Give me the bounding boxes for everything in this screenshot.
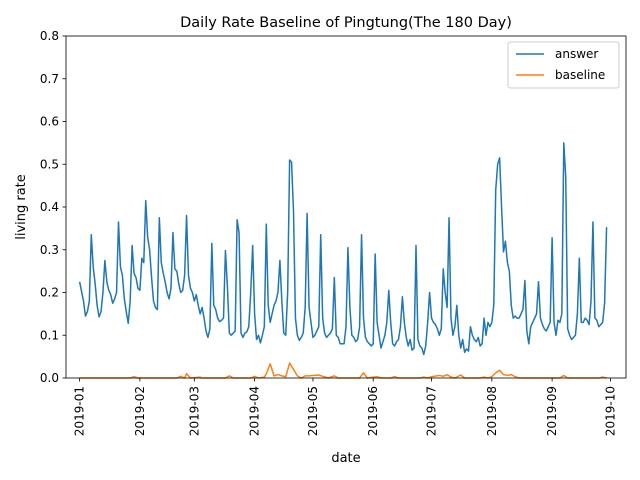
y-tick-label: 0.5 bbox=[40, 157, 59, 171]
legend-label-baseline: baseline bbox=[555, 68, 605, 82]
x-tick-label: 2019-01 bbox=[73, 386, 87, 436]
x-tick-label: 2019-06 bbox=[366, 386, 380, 436]
series-line-baseline bbox=[79, 362, 607, 379]
y-tick-label: 0.8 bbox=[40, 29, 59, 43]
x-axis-label: date bbox=[331, 451, 360, 466]
x-tick-label: 2019-04 bbox=[248, 386, 262, 436]
y-axis-label: living rate bbox=[14, 174, 29, 240]
y-tick-label: 0.6 bbox=[40, 115, 59, 129]
x-tick-label: 2019-08 bbox=[485, 386, 499, 436]
y-tick-label: 0.4 bbox=[40, 200, 59, 214]
x-tick-label: 2019-10 bbox=[603, 386, 617, 436]
y-tick-label: 0.0 bbox=[40, 371, 59, 385]
x-tick-label: 2019-09 bbox=[545, 386, 559, 436]
y-tick-label: 0.3 bbox=[40, 243, 59, 257]
x-tick-label: 2019-03 bbox=[187, 386, 201, 436]
legend-label-answer: answer bbox=[555, 47, 598, 61]
y-tick-label: 0.2 bbox=[40, 286, 59, 300]
x-tick-label: 2019-02 bbox=[133, 386, 147, 436]
series-line-answer bbox=[78, 142, 608, 356]
x-axis-ticks: 2019-01 2019-02 2019-03 2019-04 2019-05 2019-… bbox=[73, 378, 617, 436]
y-tick-label: 0.1 bbox=[40, 328, 59, 342]
x-tick-label: 2019-05 bbox=[306, 386, 320, 436]
legend: answer baseline bbox=[507, 41, 620, 89]
y-axis-ticks: 0.0 0.1 0.2 0.3 0.4 0.5 0.6 0.7 0.8 bbox=[40, 29, 66, 385]
chart-title: Daily Rate Baseline of Pingtung(The 180 … bbox=[180, 15, 512, 31]
x-tick-label: 2019-07 bbox=[425, 386, 439, 436]
y-tick-label: 0.7 bbox=[40, 72, 59, 86]
